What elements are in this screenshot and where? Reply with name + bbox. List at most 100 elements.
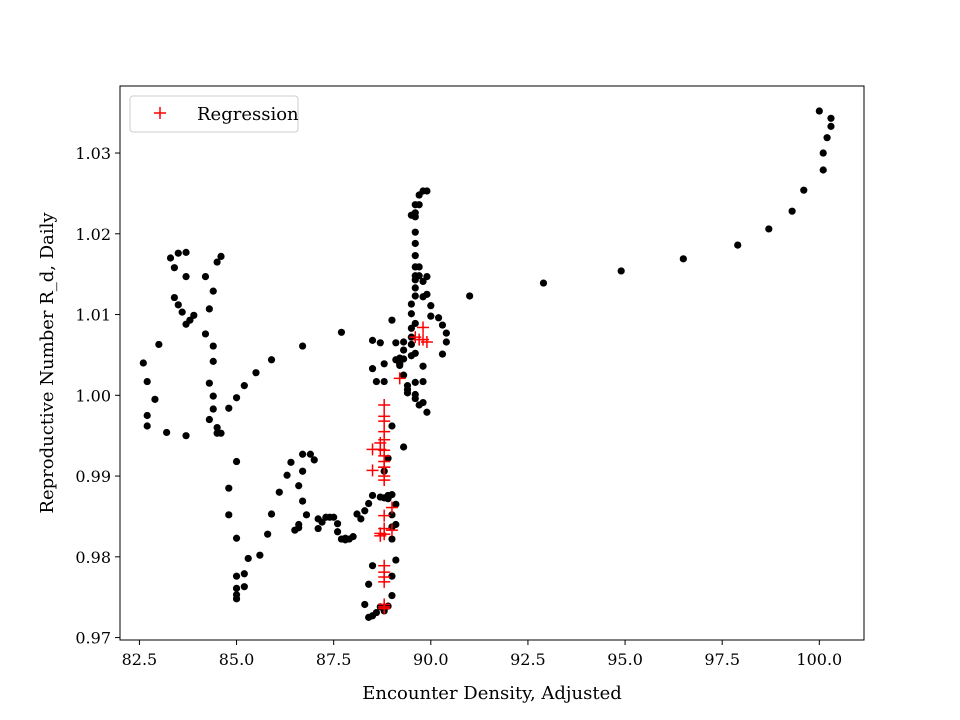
data-point xyxy=(388,535,396,543)
data-point xyxy=(353,510,361,518)
data-point xyxy=(442,338,450,346)
data-point xyxy=(388,591,396,600)
data-point xyxy=(217,252,225,260)
data-point xyxy=(419,398,427,407)
data-point xyxy=(434,314,443,322)
data-point xyxy=(765,225,773,233)
regression-point xyxy=(378,575,391,588)
data-point xyxy=(225,484,233,492)
regression-point xyxy=(366,464,379,477)
y-tick-label: 1.03 xyxy=(75,144,111,163)
data-point xyxy=(333,528,342,536)
data-point xyxy=(392,339,400,347)
data-point xyxy=(299,467,307,475)
data-point xyxy=(400,346,408,354)
data-point xyxy=(815,107,823,115)
x-tick-label: 87.5 xyxy=(316,650,352,669)
data-point xyxy=(232,394,241,402)
data-point xyxy=(217,429,225,437)
data-point xyxy=(827,122,835,130)
regression-point xyxy=(378,410,391,423)
data-point xyxy=(415,272,423,280)
data-point xyxy=(365,499,373,508)
data-point xyxy=(368,336,377,344)
data-point xyxy=(734,241,742,249)
data-point xyxy=(400,355,408,363)
data-point xyxy=(388,316,396,324)
data-point xyxy=(267,356,276,364)
data-point xyxy=(337,328,346,336)
data-point xyxy=(232,595,241,603)
data-point xyxy=(372,377,381,386)
data-point xyxy=(182,248,190,256)
data-point xyxy=(314,524,322,533)
y-tick-label: 1.01 xyxy=(75,306,111,325)
data-point xyxy=(310,456,318,464)
data-point xyxy=(302,511,311,519)
data-point xyxy=(823,134,831,142)
data-point xyxy=(388,572,396,580)
points-layer xyxy=(139,107,835,621)
regression-point xyxy=(378,425,391,438)
data-point xyxy=(232,584,241,592)
y-tick-label: 0.98 xyxy=(75,548,111,567)
legend-box xyxy=(129,95,299,133)
regression-point xyxy=(378,522,391,535)
data-point xyxy=(466,292,474,300)
data-point xyxy=(151,395,159,403)
regression-point xyxy=(378,461,391,474)
data-point xyxy=(295,520,303,529)
regression-point xyxy=(378,559,391,572)
data-point xyxy=(368,562,377,570)
x-tick-label: 95.0 xyxy=(607,650,643,669)
data-point xyxy=(178,308,186,316)
data-point xyxy=(403,389,412,397)
data-point xyxy=(143,422,151,430)
data-point xyxy=(617,267,625,275)
data-point xyxy=(407,310,415,318)
data-point xyxy=(407,300,415,308)
data-point xyxy=(174,249,182,257)
data-point xyxy=(205,379,213,387)
data-point xyxy=(788,207,796,215)
data-point xyxy=(411,292,419,300)
data-point xyxy=(539,279,548,287)
data-point xyxy=(209,405,217,413)
data-point xyxy=(819,166,827,174)
data-point xyxy=(166,254,175,262)
data-point xyxy=(407,211,415,219)
data-point xyxy=(143,411,151,420)
data-point xyxy=(295,482,303,490)
regression-point xyxy=(420,336,433,349)
data-point xyxy=(299,497,307,505)
data-point xyxy=(256,551,264,559)
data-point xyxy=(368,491,377,500)
x-tick-label: 90.0 xyxy=(413,650,449,669)
data-point xyxy=(403,382,412,390)
data-point xyxy=(139,359,147,367)
x-tick-label: 97.5 xyxy=(704,650,740,669)
regression-point xyxy=(417,321,430,334)
data-point xyxy=(407,324,415,332)
data-point xyxy=(415,201,423,209)
data-point xyxy=(392,500,400,508)
data-point xyxy=(423,272,431,281)
data-point xyxy=(800,186,808,194)
data-point xyxy=(330,513,338,521)
data-point xyxy=(819,149,827,157)
data-point xyxy=(299,342,307,350)
data-point xyxy=(349,533,357,541)
data-point xyxy=(411,349,419,357)
regression-point xyxy=(393,372,406,385)
regression-point xyxy=(378,398,391,411)
data-point xyxy=(411,228,419,236)
data-point xyxy=(376,339,384,347)
data-point xyxy=(365,580,373,588)
data-point xyxy=(163,428,171,437)
data-point xyxy=(275,488,283,496)
data-point xyxy=(392,520,400,529)
data-point xyxy=(438,350,447,358)
x-tick-label: 92.5 xyxy=(510,650,546,669)
data-point xyxy=(400,443,408,451)
data-point xyxy=(419,377,427,386)
